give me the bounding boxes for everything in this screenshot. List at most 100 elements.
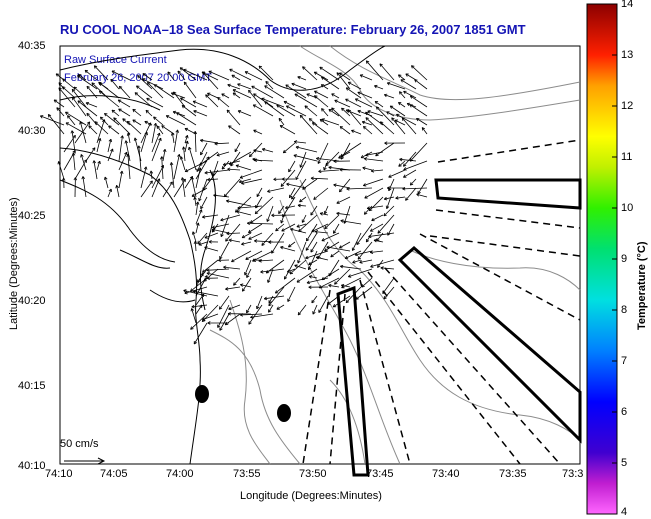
current-vector-head [250, 317, 254, 319]
current-vector-head [399, 158, 403, 162]
current-vector [94, 65, 109, 81]
current-vector-head [246, 275, 250, 278]
current-vector-head [345, 109, 349, 113]
current-vector [67, 115, 76, 126]
current-vector [364, 158, 384, 162]
current-vector-head [279, 125, 283, 129]
current-vector-head [395, 197, 399, 200]
current-vector [197, 232, 208, 244]
current-vector-head [180, 97, 183, 101]
current-vector-head [237, 206, 241, 209]
current-vector-head [233, 283, 237, 286]
current-vector-head [377, 265, 381, 268]
current-vector [296, 268, 318, 283]
current-vector [333, 223, 340, 234]
current-vector [345, 286, 362, 303]
current-vector-head [302, 66, 306, 68]
current-vector [223, 160, 241, 166]
current-vector-head [262, 147, 266, 150]
y-tick-4: 40:20 [18, 295, 46, 307]
current-vector [71, 130, 76, 153]
current-vector [118, 135, 123, 162]
current-vector-head [285, 207, 289, 210]
current-vector-head [199, 209, 202, 212]
current-vector-head [206, 272, 210, 276]
current-vector-head [336, 72, 338, 76]
current-vector-head [345, 87, 348, 91]
current-vector [136, 85, 153, 99]
current-vector-head [333, 183, 337, 186]
current-vector [195, 201, 199, 216]
current-vector-head [398, 163, 401, 167]
y-tick-6: 40:10 [18, 460, 46, 472]
current-vector-head [85, 102, 89, 106]
current-vector-head [220, 218, 223, 221]
current-vector [311, 223, 329, 232]
current-vector-head [197, 242, 201, 245]
current-vector [223, 266, 241, 270]
current-vector-head [352, 248, 356, 251]
current-vector-head [94, 121, 98, 123]
current-vector [301, 214, 307, 223]
current-vector-head [331, 93, 334, 97]
current-vector-head [383, 295, 385, 300]
current-vector-head [206, 269, 210, 272]
current-vector-head [354, 252, 358, 256]
current-vector-head [194, 131, 198, 135]
current-vector-head [108, 188, 112, 192]
current-vector-head [132, 109, 135, 113]
current-vector-head [142, 73, 145, 77]
current-vector-head [315, 256, 320, 258]
current-vector [184, 135, 188, 144]
current-vector-head [324, 225, 326, 229]
current-vector-head [369, 228, 373, 232]
current-vector [72, 152, 76, 171]
current-vector [264, 295, 285, 300]
current-vector-head [310, 176, 314, 179]
current-vector [375, 142, 395, 157]
current-vector [324, 205, 329, 215]
current-vector [317, 142, 329, 164]
x-tick-6: 73:45 [366, 468, 394, 480]
current-vector [188, 146, 197, 171]
current-vector-head [379, 63, 383, 66]
current-vector [391, 117, 406, 135]
current-vector [237, 205, 263, 209]
current-vector-head [149, 180, 153, 183]
current-vector-head [352, 262, 356, 264]
current-vector-head [227, 313, 231, 316]
current-vector-head [355, 298, 359, 300]
current-vector-head [86, 113, 88, 117]
current-vector-head [402, 187, 406, 190]
current-vector-head [302, 186, 305, 190]
current-vector-head [225, 238, 227, 242]
current-vector-head [182, 105, 186, 107]
radar-dashed-lines [302, 139, 581, 465]
current-vector [338, 151, 351, 159]
current-vector-head [321, 76, 324, 80]
current-vector-head [363, 158, 367, 161]
current-vector [294, 93, 318, 108]
current-vector [321, 232, 340, 242]
current-vector [314, 95, 329, 108]
current-vector-head [228, 125, 231, 129]
current-vector-head [324, 211, 328, 215]
current-vector [193, 290, 219, 297]
current-vector [252, 250, 274, 262]
current-vector-head [352, 260, 355, 263]
current-vector [285, 205, 296, 209]
current-vector-head [261, 98, 264, 101]
current-vector [74, 121, 91, 144]
current-vector [117, 99, 131, 108]
current-vector-head [345, 301, 350, 304]
current-vector [99, 90, 120, 108]
current-vector-head [308, 286, 312, 289]
current-vector [239, 178, 252, 183]
current-vector-head [313, 198, 317, 200]
current-vector-head [396, 114, 399, 118]
current-vector-head [158, 137, 162, 141]
current-vector [250, 313, 274, 318]
current-vector-head [55, 73, 58, 77]
current-vector [308, 118, 318, 126]
current-vector-head [56, 73, 60, 75]
